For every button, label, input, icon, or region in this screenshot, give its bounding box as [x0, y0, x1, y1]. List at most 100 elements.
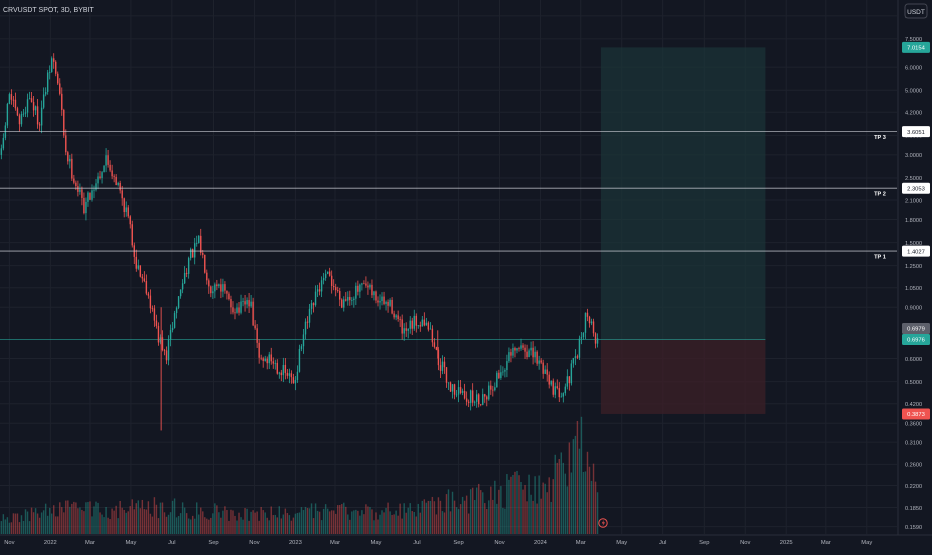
candle-down[interactable]: [230, 295, 232, 315]
candle-up[interactable]: [381, 292, 383, 306]
candle-up[interactable]: [369, 283, 371, 290]
candle-up[interactable]: [314, 285, 317, 307]
candle-up[interactable]: [246, 297, 248, 309]
candle-up[interactable]: [6, 102, 9, 129]
candle-down[interactable]: [163, 348, 166, 356]
candle-up[interactable]: [322, 272, 325, 285]
currency-button-frame[interactable]: [904, 3, 928, 19]
candle-up[interactable]: [409, 316, 411, 334]
candle-up[interactable]: [421, 315, 424, 327]
candle-down[interactable]: [415, 313, 417, 333]
candle-up[interactable]: [214, 282, 216, 299]
candle-up[interactable]: [159, 334, 162, 345]
candle-up[interactable]: [177, 296, 180, 310]
candle-up[interactable]: [361, 282, 363, 291]
candle-down[interactable]: [332, 279, 335, 291]
candle-up[interactable]: [93, 185, 95, 199]
candle-down[interactable]: [542, 359, 544, 379]
candle-up[interactable]: [395, 314, 397, 321]
candle-up[interactable]: [26, 93, 29, 118]
candle-down[interactable]: [280, 369, 283, 382]
candle-down[interactable]: [67, 150, 69, 165]
candle-up[interactable]: [451, 384, 454, 399]
candle-down[interactable]: [453, 383, 456, 400]
time-axis[interactable]: Nov 2022 Mar May Jul Sep Nov 2023 Mar May Jul Sep No…: [4, 540, 872, 546]
candle-down[interactable]: [463, 383, 466, 400]
candle-up[interactable]: [417, 325, 419, 329]
candle-down[interactable]: [238, 301, 240, 316]
candle-up[interactable]: [403, 323, 405, 341]
candle-down[interactable]: [465, 391, 468, 406]
candle-down[interactable]: [588, 315, 591, 328]
candle-up[interactable]: [504, 368, 506, 378]
candle-down[interactable]: [536, 350, 538, 366]
candle-down[interactable]: [147, 291, 150, 299]
candle-down[interactable]: [260, 354, 262, 361]
candle-down[interactable]: [266, 356, 268, 370]
candle-down[interactable]: [119, 180, 121, 194]
candle-up[interactable]: [196, 235, 198, 247]
time-axis-panel[interactable]: [0, 535, 932, 550]
candle-down[interactable]: [81, 186, 83, 206]
candle-up[interactable]: [46, 69, 49, 95]
candle-down[interactable]: [399, 316, 401, 327]
candle-down[interactable]: [556, 379, 558, 390]
candle-down[interactable]: [127, 205, 129, 219]
candle-down[interactable]: [220, 278, 222, 299]
candle-down[interactable]: [256, 324, 258, 348]
candle-down[interactable]: [111, 164, 113, 180]
candle-down[interactable]: [210, 285, 212, 298]
candle-down[interactable]: [480, 404, 482, 407]
currency-button[interactable]: USDT: [904, 3, 928, 19]
candle-up[interactable]: [326, 271, 329, 275]
candle-down[interactable]: [83, 192, 85, 215]
candle-down[interactable]: [121, 185, 123, 206]
candle-down[interactable]: [208, 278, 210, 294]
candle-down[interactable]: [433, 338, 436, 349]
candle-down[interactable]: [258, 339, 260, 364]
candle-down[interactable]: [185, 268, 188, 278]
candle-up[interactable]: [447, 382, 450, 390]
candle-down[interactable]: [65, 129, 67, 156]
candle-down[interactable]: [248, 293, 250, 313]
candle-up[interactable]: [179, 289, 182, 299]
candle-up[interactable]: [516, 347, 518, 354]
candle-down[interactable]: [216, 279, 218, 291]
candle-down[interactable]: [262, 356, 264, 368]
candle-down[interactable]: [272, 357, 274, 369]
candle-up[interactable]: [554, 382, 556, 399]
candle-up[interactable]: [385, 300, 387, 311]
candle-down[interactable]: [14, 92, 17, 111]
candle-down[interactable]: [471, 383, 474, 407]
candle-up[interactable]: [300, 344, 303, 352]
candle-up[interactable]: [538, 355, 540, 370]
candle-down[interactable]: [155, 314, 158, 329]
candle-down[interactable]: [518, 346, 520, 352]
candle-up[interactable]: [355, 282, 357, 306]
candle-down[interactable]: [143, 271, 146, 283]
candle-up[interactable]: [506, 354, 508, 378]
candle-up[interactable]: [359, 283, 361, 298]
candle-up[interactable]: [389, 298, 391, 307]
candle-down[interactable]: [55, 60, 57, 77]
candle-up[interactable]: [429, 322, 432, 330]
candle-down[interactable]: [478, 393, 480, 408]
candle-down[interactable]: [109, 160, 111, 173]
candle-down[interactable]: [115, 174, 117, 186]
candle-down[interactable]: [59, 78, 61, 96]
candle-down[interactable]: [191, 248, 194, 258]
candle-up[interactable]: [50, 56, 53, 73]
candle-up[interactable]: [308, 304, 311, 328]
candle-up[interactable]: [125, 201, 127, 217]
candle-up[interactable]: [175, 306, 178, 319]
currency-label[interactable]: USDT: [907, 9, 925, 16]
candle-up[interactable]: [473, 400, 476, 406]
candle-up[interactable]: [278, 371, 281, 379]
candle-down[interactable]: [63, 108, 65, 138]
candle-up[interactable]: [528, 348, 530, 358]
candle-down[interactable]: [586, 308, 589, 322]
candle-down[interactable]: [552, 378, 554, 398]
candle-up[interactable]: [28, 91, 31, 100]
candle-down[interactable]: [540, 358, 542, 365]
candle-up[interactable]: [274, 359, 276, 370]
